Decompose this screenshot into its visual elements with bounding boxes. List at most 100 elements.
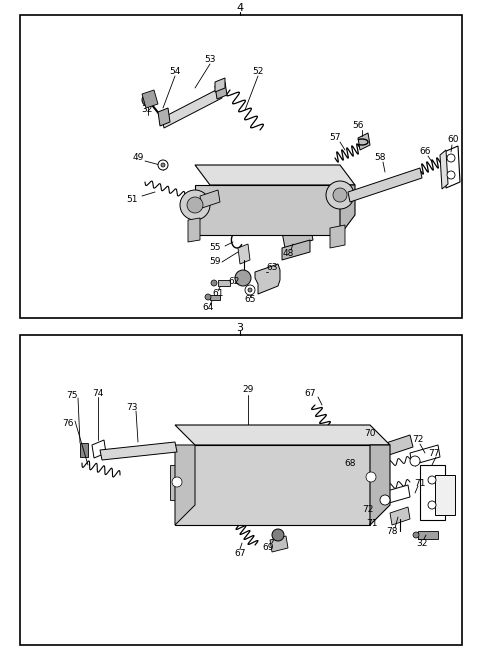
- Polygon shape: [370, 445, 390, 525]
- Text: 58: 58: [374, 153, 386, 162]
- Text: 76: 76: [62, 419, 74, 428]
- Text: 59: 59: [209, 257, 221, 267]
- Text: 75: 75: [66, 390, 78, 400]
- Polygon shape: [170, 465, 185, 500]
- Polygon shape: [188, 218, 200, 242]
- Polygon shape: [142, 90, 158, 108]
- Text: 72: 72: [412, 436, 424, 445]
- Polygon shape: [158, 108, 170, 126]
- Text: 78: 78: [386, 527, 398, 536]
- Polygon shape: [348, 168, 422, 202]
- Text: 69: 69: [262, 542, 274, 552]
- Text: 71: 71: [366, 519, 378, 527]
- Text: 74: 74: [92, 388, 104, 398]
- Text: 56: 56: [352, 121, 364, 130]
- Ellipse shape: [205, 431, 225, 439]
- Polygon shape: [270, 536, 288, 552]
- Text: 62: 62: [228, 278, 240, 286]
- Polygon shape: [215, 78, 225, 92]
- Text: 70: 70: [364, 428, 376, 438]
- Text: 73: 73: [126, 403, 138, 411]
- Text: 53: 53: [204, 56, 216, 64]
- Circle shape: [333, 188, 347, 202]
- Text: 64: 64: [202, 303, 214, 312]
- Polygon shape: [340, 185, 355, 235]
- Text: 67: 67: [304, 388, 316, 398]
- Circle shape: [447, 154, 455, 162]
- Text: 50: 50: [186, 206, 198, 214]
- Circle shape: [366, 472, 376, 482]
- Text: 51: 51: [126, 195, 138, 204]
- Text: 32: 32: [141, 105, 153, 115]
- Polygon shape: [380, 435, 413, 457]
- Text: 29: 29: [242, 386, 254, 394]
- Bar: [20, 335, 462, 645]
- Polygon shape: [200, 190, 220, 208]
- Circle shape: [326, 181, 354, 209]
- Circle shape: [142, 94, 154, 106]
- Polygon shape: [100, 442, 177, 460]
- Text: 3: 3: [237, 323, 243, 333]
- Text: 63: 63: [266, 263, 278, 272]
- Circle shape: [380, 495, 390, 505]
- Text: 54: 54: [169, 67, 180, 77]
- Text: 52: 52: [252, 67, 264, 77]
- Text: 49: 49: [132, 153, 144, 162]
- Text: 60: 60: [447, 136, 459, 145]
- Text: 72: 72: [362, 504, 374, 514]
- Circle shape: [187, 197, 203, 213]
- Circle shape: [447, 171, 455, 179]
- Text: 32: 32: [416, 538, 428, 548]
- Polygon shape: [282, 240, 310, 260]
- Bar: [20, 15, 462, 318]
- Circle shape: [211, 280, 217, 286]
- Polygon shape: [380, 485, 410, 505]
- Polygon shape: [238, 244, 250, 264]
- Polygon shape: [255, 264, 280, 294]
- Circle shape: [428, 476, 436, 484]
- Text: 71: 71: [414, 479, 426, 487]
- Circle shape: [272, 529, 284, 541]
- Bar: [210, 295, 220, 300]
- Circle shape: [172, 477, 182, 487]
- Polygon shape: [92, 440, 106, 458]
- Polygon shape: [175, 425, 390, 445]
- Text: 57: 57: [329, 134, 341, 143]
- Ellipse shape: [245, 431, 265, 439]
- Polygon shape: [195, 165, 355, 185]
- Text: 66: 66: [419, 147, 431, 157]
- Polygon shape: [215, 82, 227, 99]
- Polygon shape: [358, 133, 370, 150]
- Text: 65: 65: [244, 295, 256, 305]
- Circle shape: [180, 190, 210, 220]
- Circle shape: [158, 160, 168, 170]
- Polygon shape: [390, 507, 410, 525]
- Polygon shape: [195, 185, 340, 235]
- Polygon shape: [282, 224, 313, 248]
- Circle shape: [248, 288, 252, 292]
- Circle shape: [410, 456, 420, 466]
- Polygon shape: [410, 445, 440, 465]
- Text: 55: 55: [209, 244, 221, 252]
- Polygon shape: [440, 150, 448, 189]
- Circle shape: [428, 501, 436, 509]
- Polygon shape: [435, 475, 455, 515]
- Text: 4: 4: [237, 3, 243, 13]
- Polygon shape: [420, 465, 445, 520]
- Text: 68: 68: [344, 458, 356, 468]
- Bar: [418, 531, 438, 539]
- Circle shape: [235, 270, 251, 286]
- Text: 67: 67: [234, 548, 246, 557]
- Polygon shape: [162, 88, 222, 128]
- Polygon shape: [330, 225, 345, 248]
- Polygon shape: [175, 445, 370, 525]
- Polygon shape: [444, 146, 460, 188]
- Circle shape: [245, 285, 255, 295]
- Ellipse shape: [325, 431, 345, 439]
- Text: 48: 48: [282, 250, 294, 259]
- Circle shape: [205, 294, 211, 300]
- Polygon shape: [175, 445, 195, 525]
- Polygon shape: [362, 460, 380, 495]
- Bar: [80, 443, 88, 457]
- Bar: [218, 280, 230, 286]
